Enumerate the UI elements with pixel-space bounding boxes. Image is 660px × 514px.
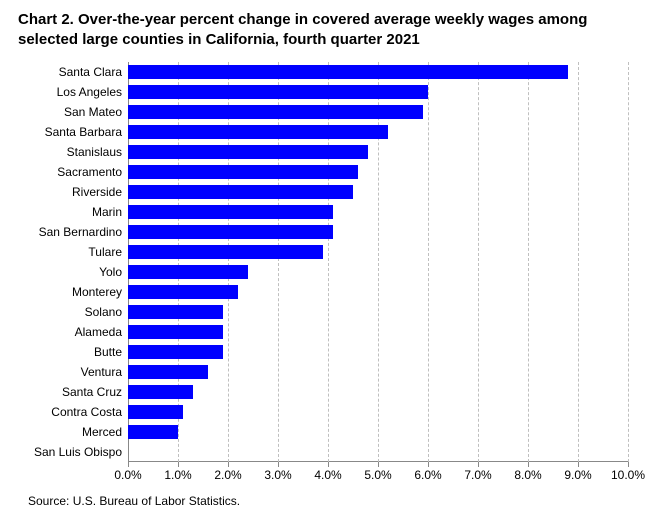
bar <box>128 85 428 99</box>
bar <box>128 205 333 219</box>
y-axis-line <box>128 62 129 462</box>
bar <box>128 65 568 79</box>
plot-area <box>128 62 628 462</box>
y-tick-label: Marin <box>0 202 122 222</box>
y-tick-label: Riverside <box>0 182 122 202</box>
y-tick-label: San Mateo <box>0 102 122 122</box>
x-tick <box>528 462 529 467</box>
x-tick <box>128 462 129 467</box>
x-tick-label: 4.0% <box>314 468 341 482</box>
x-tick-label: 0.0% <box>114 468 141 482</box>
x-tick-label: 2.0% <box>214 468 241 482</box>
x-tick-label: 1.0% <box>164 468 191 482</box>
y-tick-label: Santa Cruz <box>0 382 122 402</box>
bar <box>128 325 223 339</box>
x-tick <box>378 462 379 467</box>
x-tick-label: 3.0% <box>264 468 291 482</box>
chart-title: Chart 2. Over-the-year percent change in… <box>18 10 642 49</box>
bar <box>128 105 423 119</box>
bar <box>128 145 368 159</box>
grid-line <box>578 62 579 462</box>
y-tick-label: Butte <box>0 342 122 362</box>
grid-line <box>328 62 329 462</box>
bar <box>128 165 358 179</box>
bar <box>128 345 223 359</box>
x-tick <box>328 462 329 467</box>
y-tick-label: Stanislaus <box>0 142 122 162</box>
grid-line <box>178 62 179 462</box>
y-tick-label: Monterey <box>0 282 122 302</box>
bar <box>128 385 193 399</box>
grid-line <box>428 62 429 462</box>
grid-line <box>478 62 479 462</box>
y-tick-label: Solano <box>0 302 122 322</box>
x-tick-label: 8.0% <box>514 468 541 482</box>
grid-line <box>378 62 379 462</box>
grid-line <box>628 62 629 462</box>
grid-line <box>228 62 229 462</box>
bar <box>128 365 208 379</box>
y-tick-label: Contra Costa <box>0 402 122 422</box>
x-tick <box>578 462 579 467</box>
bar <box>128 405 183 419</box>
x-tick <box>478 462 479 467</box>
bar <box>128 185 353 199</box>
bar <box>128 305 223 319</box>
bar <box>128 425 178 439</box>
bar <box>128 265 248 279</box>
x-tick <box>428 462 429 467</box>
x-tick-label: 7.0% <box>464 468 491 482</box>
x-tick-label: 9.0% <box>564 468 591 482</box>
y-tick-label: Alameda <box>0 322 122 342</box>
bar <box>128 285 238 299</box>
grid-line <box>528 62 529 462</box>
x-axis-ticks: 0.0%1.0%2.0%3.0%4.0%5.0%6.0%7.0%8.0%9.0%… <box>128 462 628 482</box>
y-tick-label: Santa Clara <box>0 62 122 82</box>
y-tick-label: Ventura <box>0 362 122 382</box>
grid-line <box>278 62 279 462</box>
x-tick-label: 10.0% <box>611 468 645 482</box>
y-tick-label: San Bernardino <box>0 222 122 242</box>
x-tick <box>278 462 279 467</box>
bar <box>128 125 388 139</box>
y-tick-label: Merced <box>0 422 122 442</box>
x-tick <box>178 462 179 467</box>
y-tick-label: Sacramento <box>0 162 122 182</box>
x-tick-label: 5.0% <box>364 468 391 482</box>
source-note: Source: U.S. Bureau of Labor Statistics. <box>28 494 240 508</box>
x-tick <box>628 462 629 467</box>
y-tick-label: San Luis Obispo <box>0 442 122 462</box>
y-axis-labels: Santa ClaraLos AngelesSan MateoSanta Bar… <box>0 62 122 462</box>
x-tick-label: 6.0% <box>414 468 441 482</box>
x-tick <box>228 462 229 467</box>
chart-container: Chart 2. Over-the-year percent change in… <box>0 0 660 514</box>
y-tick-label: Tulare <box>0 242 122 262</box>
bar <box>128 225 333 239</box>
y-tick-label: Los Angeles <box>0 82 122 102</box>
y-tick-label: Yolo <box>0 262 122 282</box>
y-tick-label: Santa Barbara <box>0 122 122 142</box>
bar <box>128 245 323 259</box>
